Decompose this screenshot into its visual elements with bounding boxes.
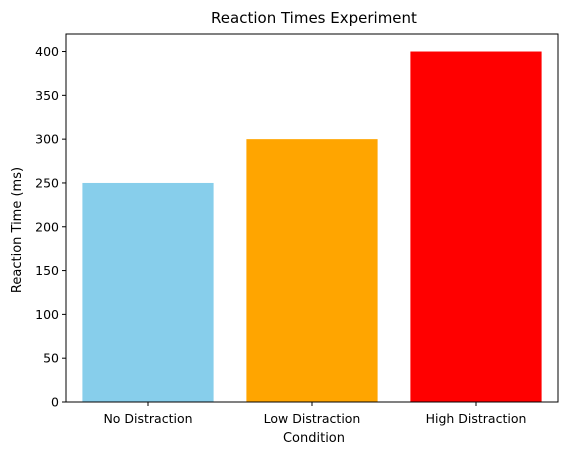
x-tick-label: High Distraction <box>426 411 527 426</box>
x-tick-label: Low Distraction <box>264 411 361 426</box>
chart-title: Reaction Times Experiment <box>211 9 417 27</box>
y-tick-label: 50 <box>43 351 59 366</box>
y-tick-label: 150 <box>35 263 59 278</box>
y-tick-label: 100 <box>35 307 59 322</box>
bar-no-distraction <box>82 182 214 402</box>
x-axis-label: Condition <box>283 431 345 446</box>
y-tick-label: 0 <box>51 395 59 410</box>
y-tick-label: 200 <box>35 219 59 234</box>
y-tick-label: 250 <box>35 175 59 190</box>
y-tick-label: 300 <box>35 132 59 147</box>
plot-area: 0 50 100 150 200 250 300 350 400 No Distraction Lo… <box>35 33 559 426</box>
bar-high-distraction <box>410 51 542 403</box>
bar-low-distraction <box>246 139 378 402</box>
x-tick-label: No Distraction <box>103 411 192 426</box>
y-axis-label: Reaction Time (ms) <box>10 167 25 293</box>
y-tick-label: 350 <box>35 88 59 103</box>
y-tick-label: 400 <box>35 44 59 59</box>
